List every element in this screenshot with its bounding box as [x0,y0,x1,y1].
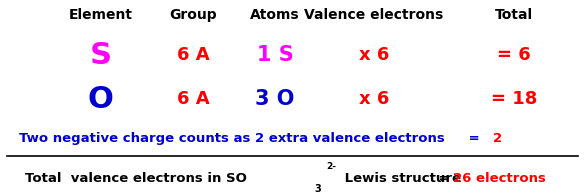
Text: Total  valence electrons in SO: Total valence electrons in SO [25,172,246,184]
Text: 3: 3 [314,184,321,194]
Text: Total: Total [495,8,533,22]
Text: Valence electrons: Valence electrons [304,8,443,22]
Text: = 6: = 6 [497,46,531,64]
Text: 6 A: 6 A [177,90,210,108]
Text: = 18: = 18 [491,90,537,108]
Text: x 6: x 6 [359,90,389,108]
Text: 2-: 2- [326,162,336,171]
Text: 2: 2 [493,132,503,145]
Text: Lewis structure: Lewis structure [340,172,460,184]
Text: Atoms: Atoms [250,8,300,22]
Text: Two negative charge counts as 2 extra valence electrons: Two negative charge counts as 2 extra va… [19,132,445,145]
Text: =: = [464,132,489,145]
Text: 3 O: 3 O [255,89,295,109]
Text: O: O [87,85,113,114]
Text: 6 A: 6 A [177,46,210,64]
Text: Group: Group [170,8,218,22]
Text: 1 S: 1 S [257,45,294,65]
Text: S: S [90,41,111,70]
Text: 26 electrons: 26 electrons [453,172,545,184]
Text: x 6: x 6 [359,46,389,64]
Text: Element: Element [68,8,132,22]
Text: =: = [434,172,454,184]
